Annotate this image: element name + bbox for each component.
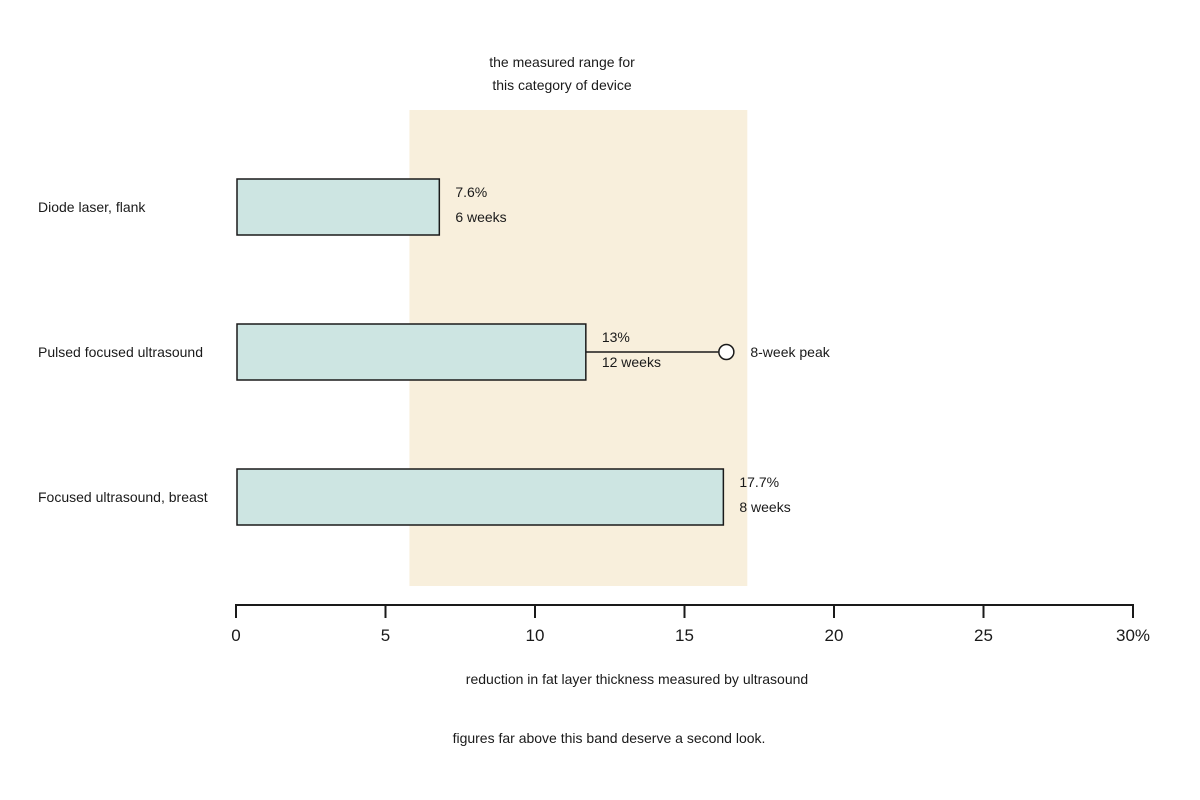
- x-tick-label: 10: [526, 626, 545, 645]
- x-tick-label: 5: [381, 626, 390, 645]
- x-tick-label: 0: [231, 626, 240, 645]
- bar: [236, 323, 587, 381]
- x-tick-label: 20: [825, 626, 844, 645]
- bars-group: Diode laser, flank 7.6% 6 weeks Pulsed focu…: [38, 178, 791, 526]
- duration-label: 12 weeks: [602, 354, 661, 370]
- value-label: 13%: [602, 329, 630, 345]
- bar: [236, 178, 441, 236]
- bar: [236, 468, 725, 526]
- peak-label: 8-week peak: [750, 344, 830, 360]
- peak-marker-group: 8-week peak: [585, 343, 831, 361]
- band-label-line-1: the measured range for: [489, 54, 635, 70]
- band-label-line-2: this category of device: [492, 77, 632, 93]
- x-axis-title: reduction in fat layer thickness measure…: [466, 671, 808, 687]
- category-label: Focused ultrasound, breast: [38, 489, 208, 505]
- x-tick-label: 25: [974, 626, 993, 645]
- category-label: Pulsed focused ultrasound: [38, 344, 203, 360]
- duration-label: 8 weeks: [739, 499, 790, 515]
- x-tick-label: 15: [675, 626, 694, 645]
- duration-label: 6 weeks: [455, 209, 506, 225]
- x-tick-label: 30%: [1116, 626, 1150, 645]
- footnote: figures far above this band deserve a se…: [453, 730, 766, 746]
- category-label: Diode laser, flank: [38, 199, 146, 215]
- value-label: 17.7%: [739, 474, 779, 490]
- x-axis: 0 5 10 15 20 25 30%: [231, 604, 1150, 645]
- peak-marker: [718, 343, 735, 361]
- value-label: 7.6%: [455, 184, 487, 200]
